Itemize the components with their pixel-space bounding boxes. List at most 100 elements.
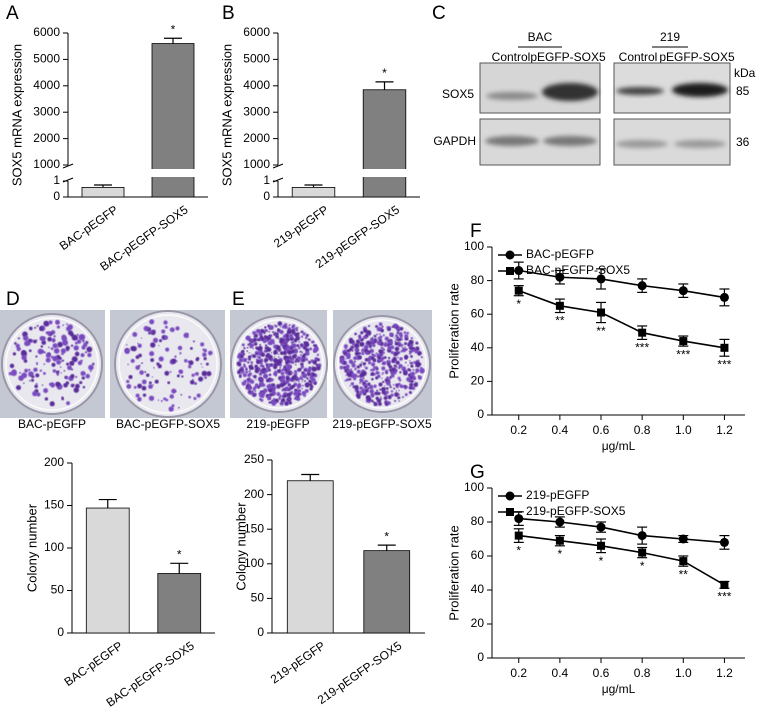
marker: [720, 343, 729, 352]
colony: [53, 348, 60, 354]
colony: [352, 373, 358, 379]
colony: [393, 387, 396, 390]
lane-label: Control: [492, 50, 531, 64]
colony: [267, 324, 270, 328]
colony: [57, 341, 63, 348]
colony: [344, 354, 348, 357]
colony: [351, 363, 356, 368]
colony: [249, 390, 255, 396]
x-tick-label: BAC-pEGFP: [62, 639, 126, 689]
colony: [308, 338, 311, 341]
bar: [286, 480, 334, 634]
colony: [270, 338, 275, 344]
colony: [342, 349, 346, 353]
colony: [175, 326, 180, 331]
colony: [245, 385, 249, 388]
colony: [289, 392, 292, 394]
colony: [149, 351, 155, 357]
colony: [137, 343, 142, 348]
colony: [279, 401, 284, 406]
colony: [293, 327, 297, 331]
colony: [125, 344, 128, 346]
colony: [206, 371, 212, 377]
colony: [395, 385, 399, 389]
colony: [392, 356, 397, 361]
colony: [195, 372, 199, 376]
y-tick-label: 150: [44, 498, 64, 512]
colony: [370, 338, 375, 344]
colony: [257, 339, 260, 342]
colony: [43, 388, 49, 394]
colony: [257, 346, 263, 351]
colony: [408, 390, 412, 395]
y-tick-label: 80: [471, 514, 485, 528]
colony: [40, 345, 44, 348]
colony: [205, 362, 209, 366]
colony: [368, 400, 371, 403]
colony: [381, 360, 387, 366]
colony: [385, 402, 389, 407]
colony: [264, 344, 268, 347]
x-tick-label: 0.6: [593, 423, 610, 437]
colony: [365, 334, 368, 337]
colony: [75, 383, 80, 389]
colony: [410, 379, 414, 383]
colony: [265, 329, 269, 333]
colony: [344, 367, 347, 371]
legend-marker: [506, 267, 514, 275]
colony: [296, 396, 301, 401]
x-tick-label: 1.2: [716, 666, 733, 680]
colony: [279, 383, 285, 388]
colony: [393, 352, 398, 357]
colony: [348, 377, 352, 381]
colony: [398, 379, 402, 382]
colony: [37, 348, 44, 355]
colony: [364, 386, 368, 389]
colony: [70, 344, 74, 347]
colony: [295, 363, 297, 366]
colony: [382, 362, 384, 365]
colony: [368, 343, 373, 348]
x-tick-label: 0.8: [634, 666, 651, 680]
colony: [281, 343, 284, 346]
colony: [288, 400, 292, 405]
colony: [355, 367, 357, 370]
colony: [366, 380, 369, 383]
colony: [390, 390, 394, 393]
colony: [14, 342, 17, 345]
colony: [354, 351, 360, 356]
colony: [44, 397, 49, 401]
y-tick-label: 100: [44, 540, 64, 554]
colony: [79, 381, 83, 385]
colony: [417, 375, 423, 380]
colony: [283, 365, 287, 369]
colony: [362, 387, 364, 389]
x-tick-label: BAC-pEGFP: [57, 203, 121, 253]
marker: [514, 286, 523, 295]
colony: [143, 325, 149, 332]
colony: [277, 353, 280, 356]
colony: [250, 343, 254, 347]
colony: [346, 368, 351, 373]
colony: [81, 339, 85, 343]
colony: [402, 396, 404, 398]
colony: [359, 363, 363, 367]
colony: [141, 362, 143, 365]
colony: [45, 357, 51, 363]
colony: [17, 337, 21, 340]
colony: [370, 373, 373, 376]
colony: [181, 375, 184, 378]
colony: [52, 343, 58, 349]
colony: [158, 356, 164, 362]
colony: [308, 367, 311, 371]
colony: [398, 364, 403, 368]
colony: [409, 372, 414, 377]
colony: [50, 347, 54, 351]
colony: [248, 352, 251, 354]
colony: [284, 346, 286, 349]
colony: [355, 393, 361, 398]
x-tick-label: 219-pEGFP: [271, 203, 331, 251]
colony: [378, 322, 383, 327]
colony: [369, 355, 372, 358]
significance: *: [516, 544, 521, 558]
